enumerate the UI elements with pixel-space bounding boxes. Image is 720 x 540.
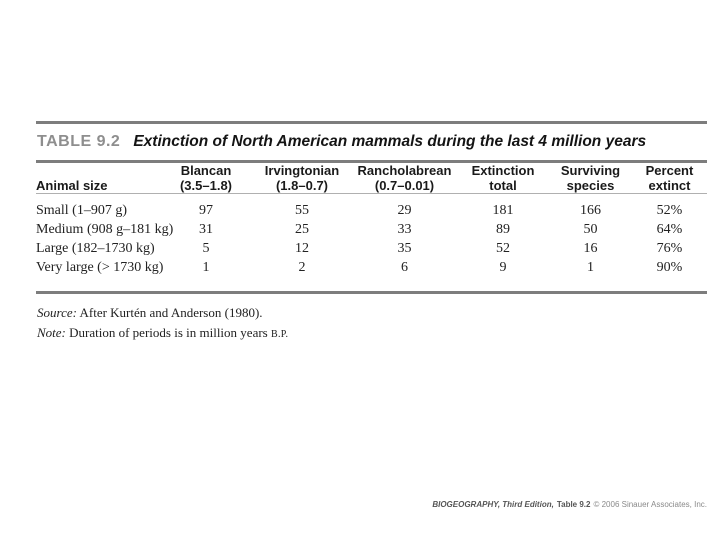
column-header-label: Surviving — [560, 163, 621, 178]
table-bottom-rule — [36, 291, 707, 294]
table-cell: 52% — [656, 203, 683, 218]
column-header-percent-extinct: Percent extinct — [632, 163, 707, 194]
table-cell: 90% — [656, 260, 683, 275]
note-text: Duration of periods is in million years — [65, 325, 271, 340]
table-cell: 16 — [583, 241, 598, 256]
row-label: Large (182–1730 kg) — [36, 241, 155, 256]
column-header-range: (0.7–0.01) — [374, 178, 435, 193]
column-header-extinction-total: Extinction total — [457, 163, 549, 194]
table-cell: 33 — [397, 222, 412, 237]
note-bp-abbrev: B.P. — [270, 329, 289, 340]
table-cell: 29 — [397, 203, 412, 218]
table-cell: 12 — [295, 241, 309, 256]
table-title-row: TABLE 9.2 Extinction of North American m… — [36, 124, 707, 160]
book-title: BIOGEOGRAPHY, Third Edition, — [432, 500, 554, 509]
column-header-range: extinct — [648, 178, 691, 193]
table-row-large: Large (182–1730 kg) 5 12 35 52 16 76% — [36, 239, 707, 258]
source-note: Source: After Kurtén and Anderson (1980)… — [37, 303, 707, 323]
table-number-label: TABLE 9.2 — [37, 133, 121, 150]
column-header-blancan: Blancan (3.5–1.8) — [160, 163, 252, 194]
column-header-range: (1.8–0.7) — [275, 178, 329, 193]
period-note: Note: Duration of periods is in million … — [37, 323, 707, 345]
table-cell: 1 — [587, 260, 594, 275]
column-header-range: (3.5–1.8) — [179, 178, 233, 193]
table-cell: 9 — [499, 260, 507, 275]
header-row: Animal size Blancan (3.5–1.8) Irvingtoni… — [36, 163, 707, 194]
table-row-very-large: Very large (> 1730 kg) 1 2 6 9 1 90% — [36, 258, 707, 291]
column-header-label: Percent — [645, 163, 694, 178]
table-header: Animal size Blancan (3.5–1.8) Irvingtoni… — [36, 163, 707, 194]
table-cell: 76% — [656, 241, 683, 256]
mammal-extinction-table: Animal size Blancan (3.5–1.8) Irvingtoni… — [36, 163, 707, 291]
table-cell: 52 — [496, 241, 510, 256]
source-text: After Kurtén and Anderson (1980). — [76, 305, 263, 320]
column-header-label: Extinction — [471, 163, 535, 178]
table-cell: 35 — [397, 241, 412, 256]
table-cell: 1 — [202, 260, 210, 275]
column-header-surviving-species: Surviving species — [549, 163, 632, 194]
table-cell: 89 — [496, 222, 510, 237]
copyright-attribution: BIOGEOGRAPHY, Third Edition, Table 9.2 ©… — [432, 500, 707, 509]
table-cell: 2 — [298, 260, 306, 275]
column-header-label: Irvingtonian — [264, 163, 340, 178]
table-cell: 50 — [583, 222, 598, 237]
table-cell: 31 — [199, 222, 213, 237]
table-footnotes: Source: After Kurtén and Anderson (1980)… — [36, 303, 707, 345]
table-row-small: Small (1–907 g) 97 55 29 181 166 52% — [36, 194, 707, 221]
column-header-range: total — [489, 178, 517, 193]
table-cell: 6 — [401, 260, 408, 275]
table-cell: 5 — [202, 241, 210, 256]
column-header-label: Rancholabrean — [357, 163, 452, 178]
table-cell: 64% — [656, 222, 683, 237]
column-header-irvingtonian: Irvingtonian (1.8–0.7) — [252, 163, 352, 194]
table-cell: 97 — [199, 203, 213, 218]
table-cell: 166 — [580, 203, 601, 218]
note-label: Note: — [37, 325, 66, 340]
column-header-label: Blancan — [180, 163, 232, 178]
table-9-2: TABLE 9.2 Extinction of North American m… — [36, 121, 707, 345]
table-row-medium: Medium (908 g–181 kg) 31 25 33 89 50 64% — [36, 220, 707, 239]
table-reference: Table 9.2 — [556, 500, 591, 509]
table-cell: 181 — [492, 203, 514, 218]
row-label: Very large (> 1730 kg) — [36, 260, 164, 275]
table-body: Small (1–907 g) 97 55 29 181 166 52% Med… — [36, 194, 707, 292]
row-label: Small (1–907 g) — [36, 203, 127, 218]
copyright-text: © 2006 Sinauer Associates, Inc. — [593, 500, 707, 509]
table-title: Extinction of North American mammals dur… — [133, 133, 647, 150]
table-title-rule — [36, 160, 707, 163]
column-header-label: Animal size — [36, 178, 108, 193]
column-header-rancholabrean: Rancholabrean (0.7–0.01) — [352, 163, 457, 194]
table-cell: 55 — [295, 203, 309, 218]
row-label: Medium (908 g–181 kg) — [36, 222, 174, 237]
table-cell: 25 — [295, 222, 309, 237]
table-top-rule — [36, 121, 707, 124]
column-header-animal-size: Animal size — [36, 163, 160, 194]
column-header-range: species — [566, 178, 615, 193]
source-label: Source: — [37, 305, 77, 320]
